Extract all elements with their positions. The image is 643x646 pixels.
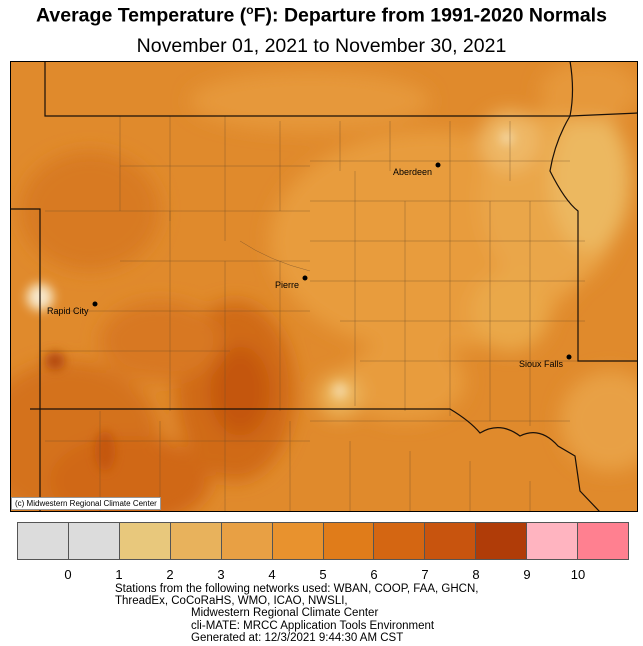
legend-tick: 1 xyxy=(115,567,123,582)
legend-tick: 10 xyxy=(570,567,586,582)
legend-swatch xyxy=(577,522,630,560)
legend-tick: 2 xyxy=(166,567,174,582)
map-subtitle: November 01, 2021 to November 30, 2021 xyxy=(136,35,507,57)
county-boundaries xyxy=(40,116,585,512)
city-marker xyxy=(435,162,441,168)
city-marker xyxy=(92,301,98,307)
temperature-departure-map: Aberdeen Pierre Rapid City Sioux Falls xyxy=(10,61,638,512)
legend-swatch xyxy=(322,522,374,560)
legend-tick-labels: 0 1 2 3 4 5 6 7 8 9 10 xyxy=(17,567,629,583)
city-label: Pierre xyxy=(275,280,299,290)
legend-swatch xyxy=(17,522,68,560)
footer-source: Midwestern Regional Climate Center xyxy=(191,607,379,620)
map-title: Average Temperature (oF): Departure from… xyxy=(0,3,643,28)
legend-tick: 6 xyxy=(370,567,378,582)
city-aberdeen: Aberdeen xyxy=(393,162,441,177)
city-marker xyxy=(566,354,572,360)
legend-swatch xyxy=(220,522,272,560)
map-credit: (c) Midwestern Regional Climate Center xyxy=(11,497,161,510)
degree-symbol: o xyxy=(246,3,254,17)
city-label: Aberdeen xyxy=(393,167,432,177)
footer-notes: Stations from the following networks use… xyxy=(115,583,575,644)
legend-tick: 8 xyxy=(472,567,480,582)
legend-swatch xyxy=(67,522,119,560)
legend-tick: 7 xyxy=(421,567,429,582)
city-label: Rapid City xyxy=(47,306,89,316)
legend-swatch xyxy=(526,522,578,560)
city-label: Sioux Falls xyxy=(519,359,564,369)
footer-tool: cli-MATE: MRCC Application Tools Environ… xyxy=(191,619,435,632)
title-prefix: Average Temperature ( xyxy=(36,4,247,27)
legend-swatch xyxy=(169,522,221,560)
legend-tick: 9 xyxy=(523,567,531,582)
city-rapid-city: Rapid City xyxy=(47,301,98,316)
state-boundaries xyxy=(10,61,638,512)
legend-swatch xyxy=(424,522,476,560)
color-legend xyxy=(17,522,630,560)
city-sioux-falls: Sioux Falls xyxy=(519,354,572,369)
legend-tick: 0 xyxy=(64,567,72,582)
legend-tick: 3 xyxy=(217,567,225,582)
legend-swatch xyxy=(373,522,425,560)
footer-generated: Generated at: 12/3/2021 9:44:30 AM CST xyxy=(191,631,404,644)
legend-swatch xyxy=(271,522,323,560)
legend-swatch xyxy=(118,522,170,560)
title-suffix: F): Departure from 1991-2020 Normals xyxy=(253,4,607,27)
legend-tick: 4 xyxy=(268,567,276,582)
footer-networks-line-2: ThreadEx, CoCoRaHS, WMO, ICAO, NWSLI, xyxy=(115,595,348,608)
legend-swatch xyxy=(475,522,527,560)
legend-tick: 5 xyxy=(319,567,327,582)
footer-networks-line-1: Stations from the following networks use… xyxy=(115,583,479,595)
city-marker xyxy=(302,275,308,281)
city-pierre: Pierre xyxy=(275,275,308,290)
